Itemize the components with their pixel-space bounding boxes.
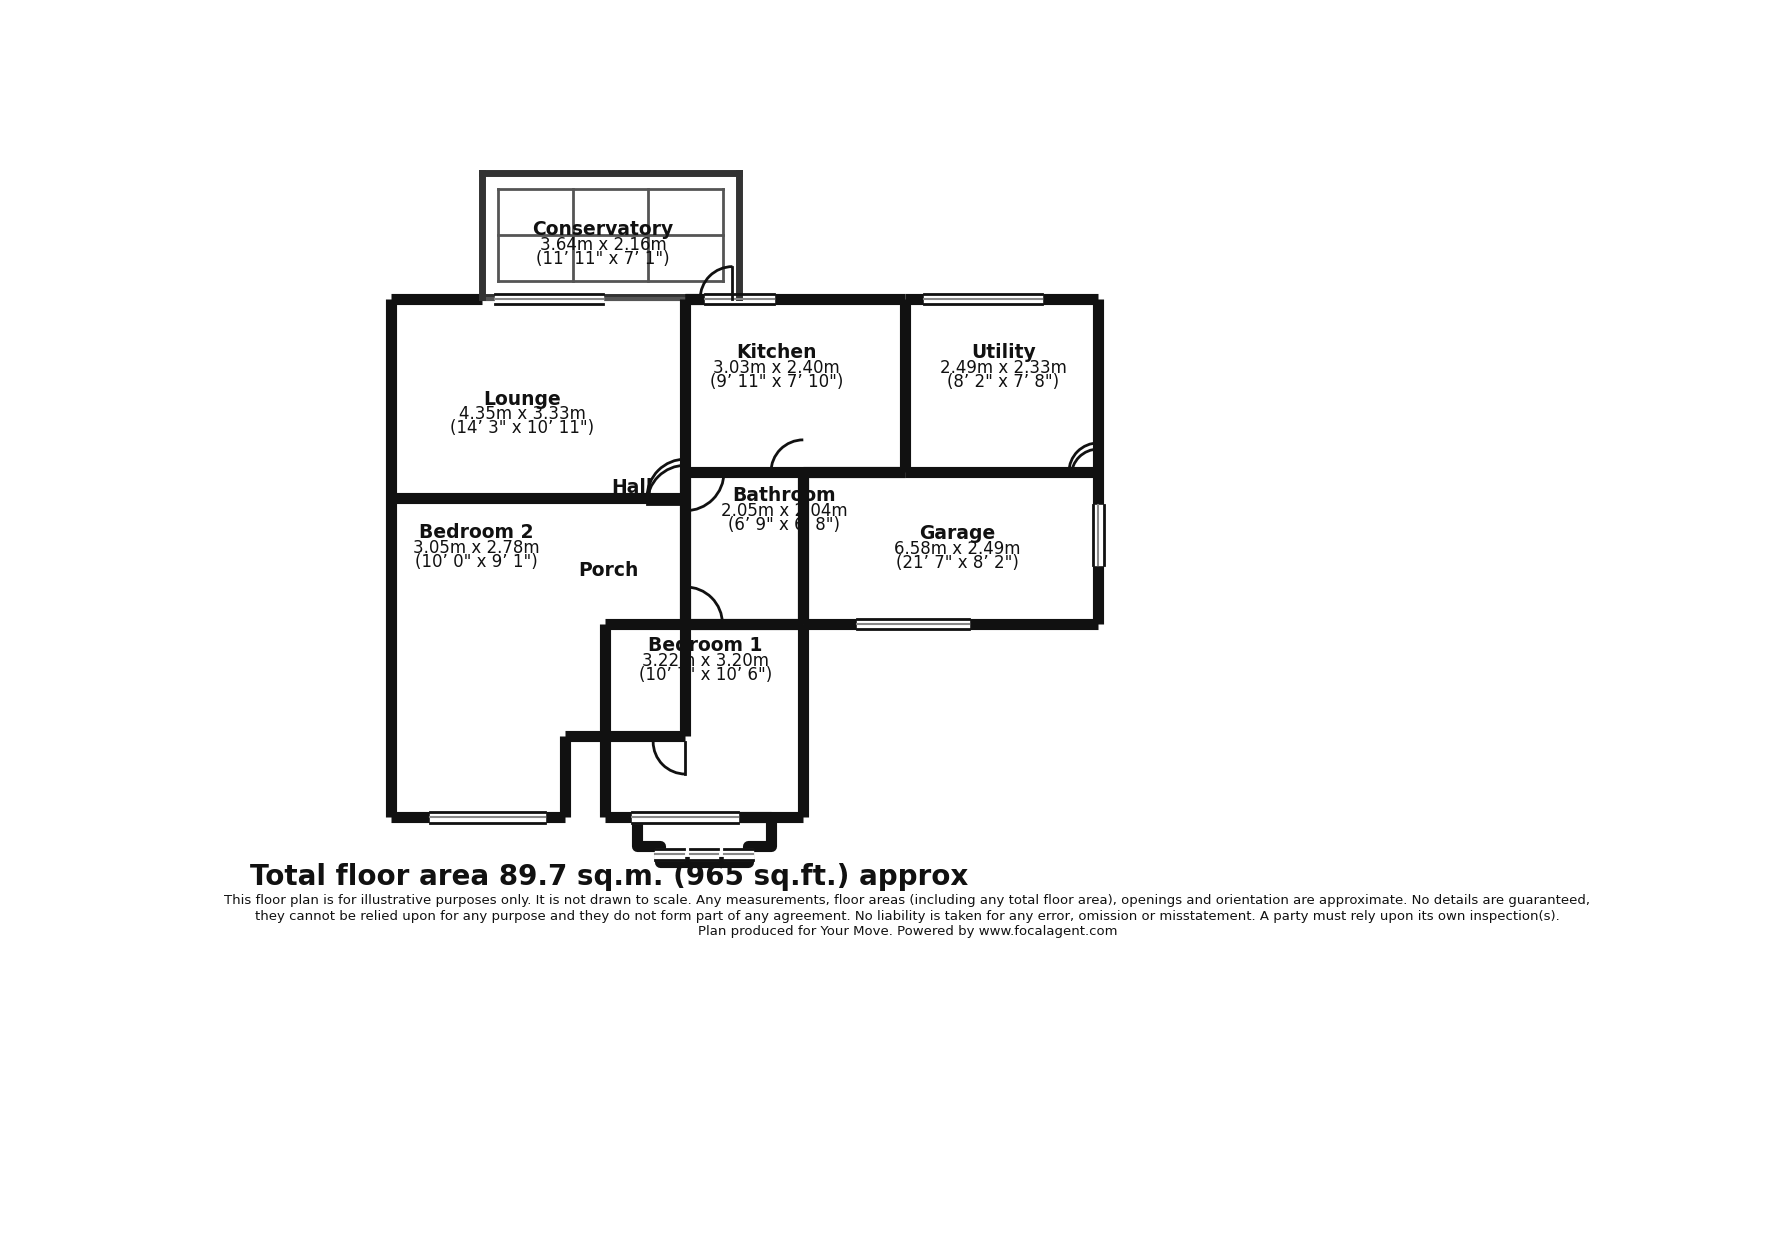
Text: Porch: Porch xyxy=(579,562,639,580)
Text: Bedroom 1: Bedroom 1 xyxy=(648,636,763,655)
Text: Bedroom 2: Bedroom 2 xyxy=(418,523,533,542)
Text: 4.35m x 3.33m: 4.35m x 3.33m xyxy=(459,405,586,423)
Text: (10’ 7" x 10’ 6"): (10’ 7" x 10’ 6") xyxy=(639,666,772,683)
Text: Conservatory: Conservatory xyxy=(533,221,673,239)
Text: 2.05m x 2.04m: 2.05m x 2.04m xyxy=(721,502,847,520)
Text: 3.03m x 2.40m: 3.03m x 2.40m xyxy=(714,360,839,377)
Text: 2.49m x 2.33m: 2.49m x 2.33m xyxy=(940,360,1066,377)
Text: (21’ 7" x 8’ 2"): (21’ 7" x 8’ 2") xyxy=(896,554,1018,572)
Text: Lounge: Lounge xyxy=(483,389,561,408)
Text: Total floor area 89.7 sq.m. (965 sq.ft.) approx: Total floor area 89.7 sq.m. (965 sq.ft.)… xyxy=(250,863,969,892)
Text: (6’ 9" x 6’ 8"): (6’ 9" x 6’ 8") xyxy=(728,516,839,533)
Text: (10’ 0" x 9’ 1"): (10’ 0" x 9’ 1") xyxy=(414,553,537,570)
Bar xyxy=(386,367,397,414)
Text: This floor plan is for illustrative purposes only. It is not drawn to scale. Any: This floor plan is for illustrative purp… xyxy=(225,894,1590,908)
Polygon shape xyxy=(391,299,1098,817)
Text: 3.05m x 2.78m: 3.05m x 2.78m xyxy=(413,538,540,557)
Text: 3.22m x 3.20m: 3.22m x 3.20m xyxy=(643,652,769,670)
Polygon shape xyxy=(636,817,772,862)
Text: (11’ 11" x 7’ 1"): (11’ 11" x 7’ 1") xyxy=(537,250,669,268)
Text: Kitchen: Kitchen xyxy=(737,343,816,362)
Text: Garage: Garage xyxy=(919,525,995,543)
Text: 3.64m x 2.16m: 3.64m x 2.16m xyxy=(540,236,666,254)
Text: 6.58m x 2.49m: 6.58m x 2.49m xyxy=(894,541,1020,558)
Text: (14’ 3" x 10’ 11"): (14’ 3" x 10’ 11") xyxy=(450,419,595,438)
Text: Utility: Utility xyxy=(971,343,1036,362)
Polygon shape xyxy=(482,174,739,296)
Text: Bathroom: Bathroom xyxy=(731,486,836,505)
Text: Hall: Hall xyxy=(611,479,652,497)
Text: (8’ 2" x 7’ 8"): (8’ 2" x 7’ 8") xyxy=(947,373,1059,391)
Text: they cannot be relied upon for any purpose and they do not form part of any agre: they cannot be relied upon for any purpo… xyxy=(255,910,1560,923)
Text: Plan produced for Your Move. Powered by www.focalagent.com: Plan produced for Your Move. Powered by … xyxy=(698,925,1118,937)
Text: (9’ 11" x 7’ 10"): (9’ 11" x 7’ 10") xyxy=(710,373,843,391)
